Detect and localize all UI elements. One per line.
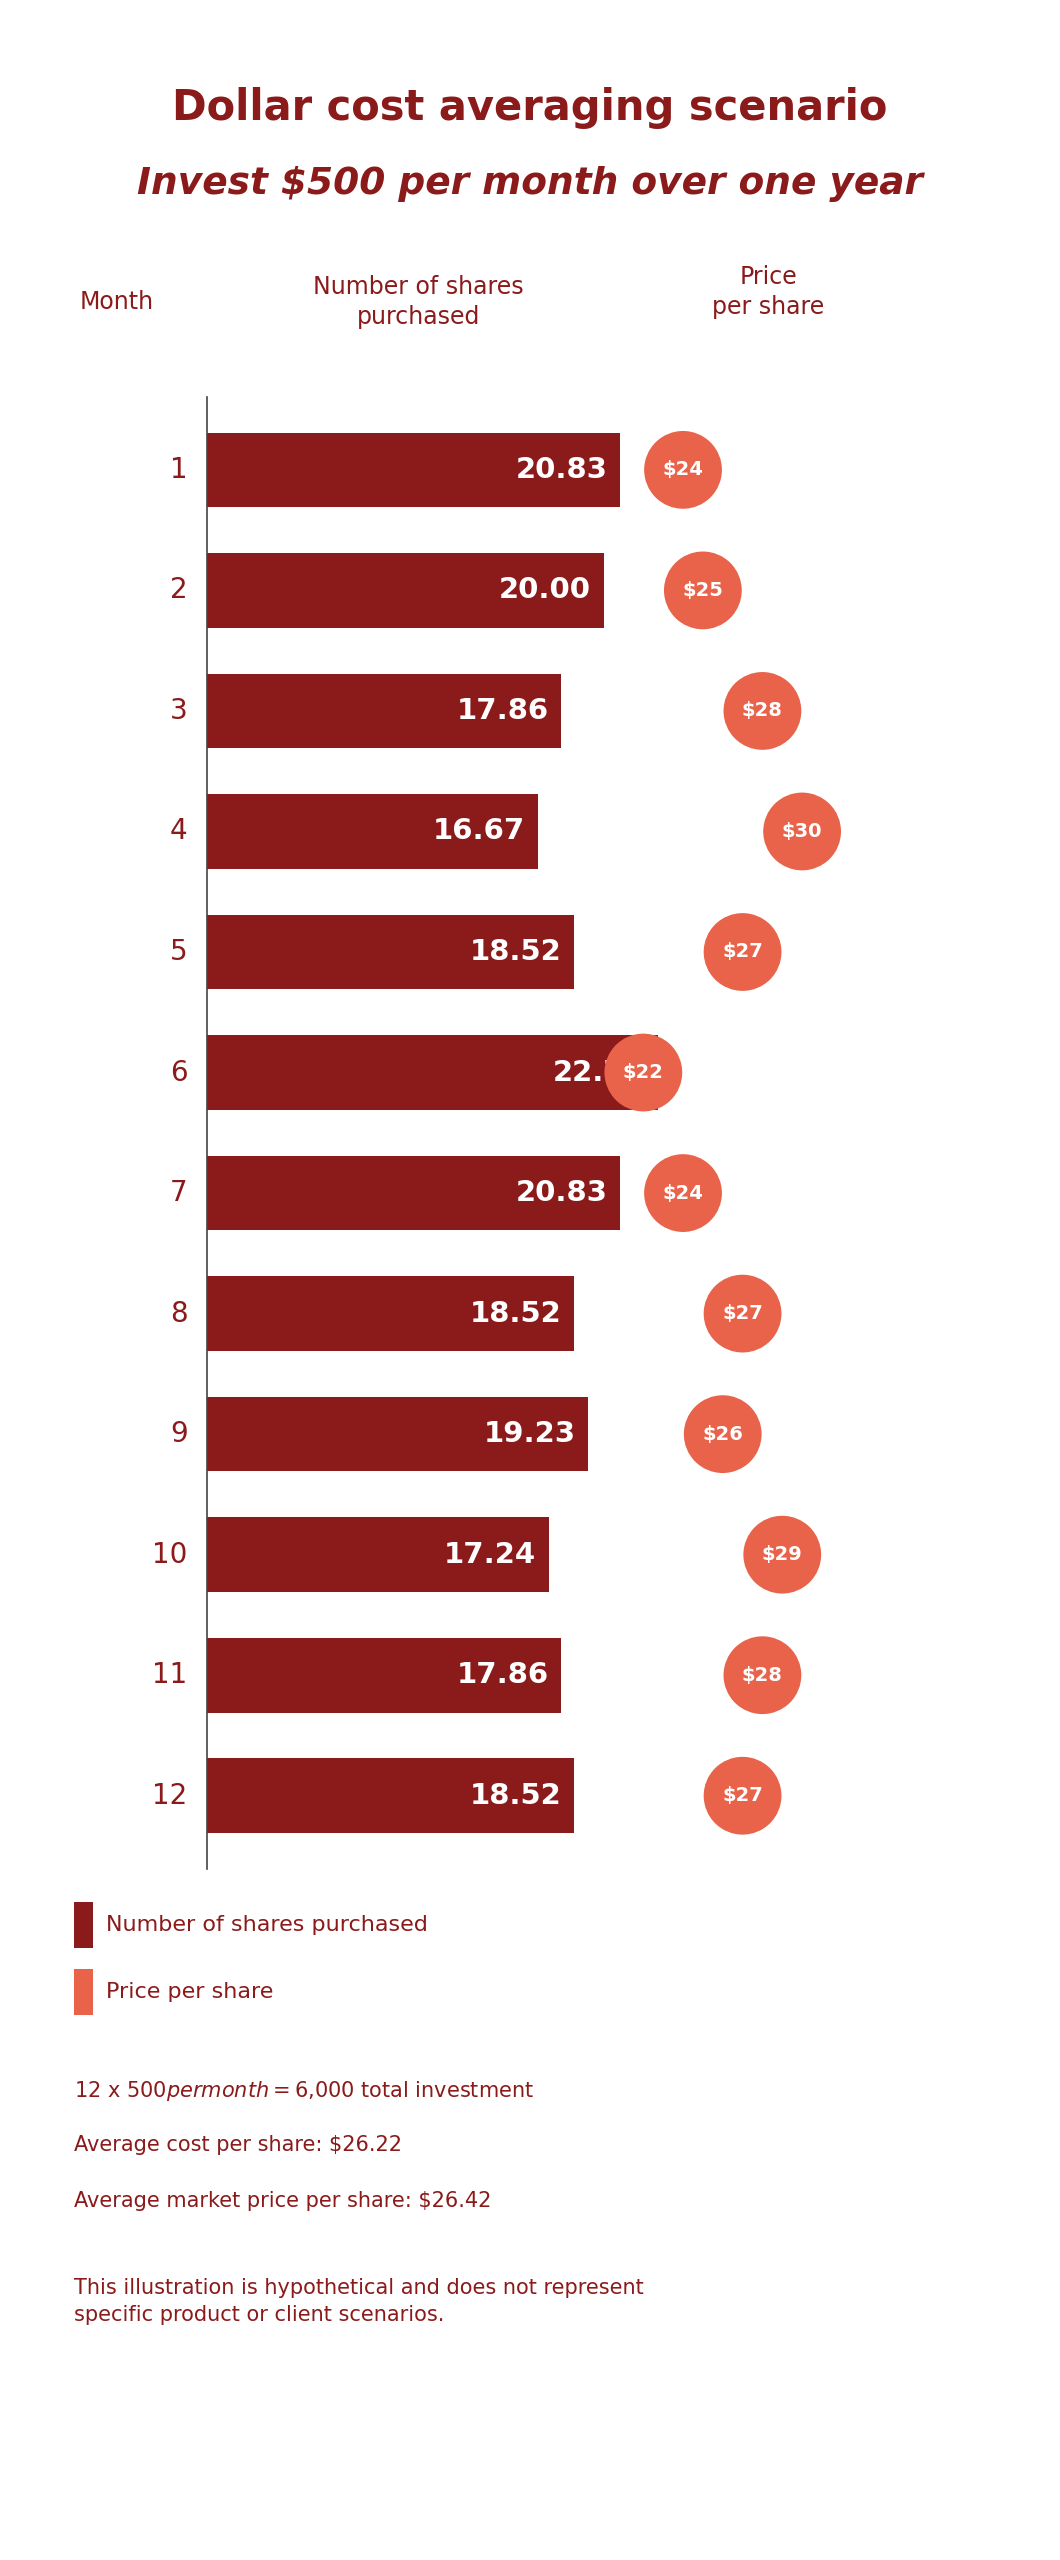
Text: 3: 3 — [170, 696, 188, 724]
Text: This illustration is hypothetical and does not represent
specific product or cli: This illustration is hypothetical and do… — [74, 2278, 644, 2324]
FancyBboxPatch shape — [74, 1902, 93, 1948]
Text: 6: 6 — [170, 1057, 188, 1085]
Text: $30: $30 — [782, 822, 823, 842]
Text: 20.83: 20.83 — [515, 456, 607, 484]
Text: Price
per share: Price per share — [712, 266, 825, 317]
Text: 9: 9 — [170, 1421, 188, 1449]
Text: 2: 2 — [170, 576, 188, 604]
Text: 22.73: 22.73 — [553, 1057, 646, 1085]
Text: $27: $27 — [722, 942, 763, 963]
Ellipse shape — [724, 673, 801, 750]
Ellipse shape — [743, 1516, 822, 1592]
Ellipse shape — [724, 1636, 801, 1715]
Text: 12: 12 — [153, 1782, 188, 1810]
Text: 17.86: 17.86 — [456, 696, 548, 724]
FancyBboxPatch shape — [207, 1034, 658, 1111]
Text: $26: $26 — [703, 1423, 743, 1444]
Text: Month: Month — [80, 289, 154, 315]
Text: Price per share: Price per share — [106, 1981, 273, 2002]
Text: Average cost per share: $26.22: Average cost per share: $26.22 — [74, 2135, 402, 2156]
Text: 11: 11 — [153, 1661, 188, 1690]
Text: $25: $25 — [683, 581, 723, 599]
FancyBboxPatch shape — [207, 1638, 561, 1713]
Text: 8: 8 — [170, 1300, 188, 1329]
Text: Number of shares
purchased: Number of shares purchased — [314, 276, 524, 328]
Text: $24: $24 — [662, 1183, 704, 1203]
Text: Dollar cost averaging scenario: Dollar cost averaging scenario — [173, 87, 887, 128]
FancyBboxPatch shape — [74, 1969, 93, 2015]
Ellipse shape — [644, 1155, 722, 1231]
Text: 12 x $500 per month = $6,000 total investment: 12 x $500 per month = $6,000 total inves… — [74, 2079, 534, 2102]
FancyBboxPatch shape — [207, 1759, 575, 1833]
Text: Average market price per share: $26.42: Average market price per share: $26.42 — [74, 2191, 492, 2212]
Ellipse shape — [704, 914, 781, 991]
Text: $22: $22 — [623, 1062, 664, 1083]
FancyBboxPatch shape — [207, 433, 620, 507]
FancyBboxPatch shape — [207, 553, 603, 627]
Text: 17.86: 17.86 — [456, 1661, 548, 1690]
Text: $28: $28 — [742, 1667, 783, 1684]
Text: $28: $28 — [742, 701, 783, 719]
Ellipse shape — [704, 1275, 781, 1352]
FancyBboxPatch shape — [207, 1277, 575, 1352]
Text: 7: 7 — [170, 1180, 188, 1208]
Ellipse shape — [704, 1756, 781, 1836]
FancyBboxPatch shape — [207, 673, 561, 748]
Ellipse shape — [763, 794, 841, 870]
Text: 18.52: 18.52 — [470, 937, 562, 965]
Text: $24: $24 — [662, 461, 704, 479]
Text: 19.23: 19.23 — [483, 1421, 576, 1449]
Ellipse shape — [604, 1034, 683, 1111]
Text: $29: $29 — [762, 1546, 802, 1564]
Text: 4: 4 — [170, 817, 188, 845]
Text: 18.52: 18.52 — [470, 1300, 562, 1329]
Ellipse shape — [684, 1395, 761, 1472]
Text: 10: 10 — [153, 1541, 188, 1569]
Text: Invest $500 per month over one year: Invest $500 per month over one year — [137, 166, 923, 202]
FancyBboxPatch shape — [207, 794, 537, 868]
Text: $27: $27 — [722, 1303, 763, 1324]
Text: 16.67: 16.67 — [432, 817, 525, 845]
FancyBboxPatch shape — [207, 914, 575, 988]
Text: 18.52: 18.52 — [470, 1782, 562, 1810]
FancyBboxPatch shape — [207, 1155, 620, 1231]
Text: 1: 1 — [170, 456, 188, 484]
FancyBboxPatch shape — [207, 1398, 588, 1472]
Ellipse shape — [664, 550, 742, 630]
FancyBboxPatch shape — [207, 1518, 549, 1592]
Ellipse shape — [644, 430, 722, 509]
Text: 20.83: 20.83 — [515, 1180, 607, 1208]
Text: Number of shares purchased: Number of shares purchased — [106, 1915, 428, 1935]
Text: 5: 5 — [170, 937, 188, 965]
Text: 20.00: 20.00 — [499, 576, 590, 604]
Text: 17.24: 17.24 — [444, 1541, 536, 1569]
Text: $27: $27 — [722, 1787, 763, 1805]
